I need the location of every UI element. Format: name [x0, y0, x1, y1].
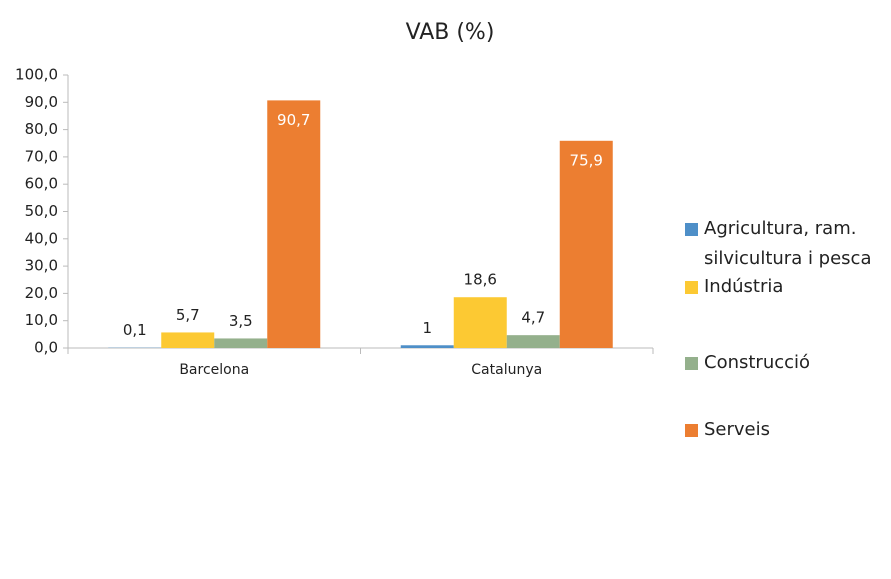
data-label: 5,7: [176, 306, 200, 324]
legend-label: Indústria: [704, 276, 784, 297]
y-tick-label: 60,0: [25, 175, 58, 193]
bar: [400, 345, 454, 348]
y-tick-label: 80,0: [25, 120, 58, 138]
y-tick-label: 90,0: [25, 93, 58, 111]
legend-swatch: [685, 281, 698, 294]
data-label: 3,5: [229, 312, 253, 330]
y-tick-label: 50,0: [25, 202, 58, 220]
y-tick-label: 100,0: [15, 66, 58, 84]
y-tick-label: 70,0: [25, 147, 58, 165]
data-label: 0,1: [123, 321, 147, 339]
data-label: 75,9: [570, 151, 603, 169]
legend-item: Agricultura, ram. silvicultura i pesca: [685, 214, 891, 274]
y-tick-label: 40,0: [25, 229, 58, 247]
y-tick-label: 30,0: [25, 257, 58, 275]
bar: [214, 338, 268, 348]
data-label: 1: [422, 319, 432, 337]
legend-item: Construcció: [685, 348, 891, 378]
x-tick-label: Catalunya: [471, 362, 542, 378]
y-tick-label: 0,0: [34, 339, 58, 357]
data-label: 90,7: [277, 111, 310, 129]
legend-swatch: [685, 424, 698, 437]
legend-label: Agricultura, ram. silvicultura i pesca: [704, 218, 872, 269]
legend-swatch: [685, 357, 698, 370]
bar: [506, 335, 560, 348]
legend-item: Serveis: [685, 415, 891, 445]
data-label: 4,7: [521, 309, 545, 327]
legend-label: Construcció: [704, 352, 811, 373]
legend-swatch: [685, 223, 698, 236]
data-label: 18,6: [464, 271, 497, 289]
bar: [453, 297, 507, 348]
legend-label: Serveis: [704, 419, 771, 440]
y-tick-label: 10,0: [25, 311, 58, 329]
bar: [267, 100, 321, 348]
bar: [161, 332, 215, 348]
y-tick-label: 20,0: [25, 284, 58, 302]
legend-item: Indústria: [685, 272, 891, 302]
bar: [559, 140, 613, 348]
x-tick-label: Barcelona: [179, 362, 249, 378]
chart-title: VAB (%): [406, 20, 495, 45]
